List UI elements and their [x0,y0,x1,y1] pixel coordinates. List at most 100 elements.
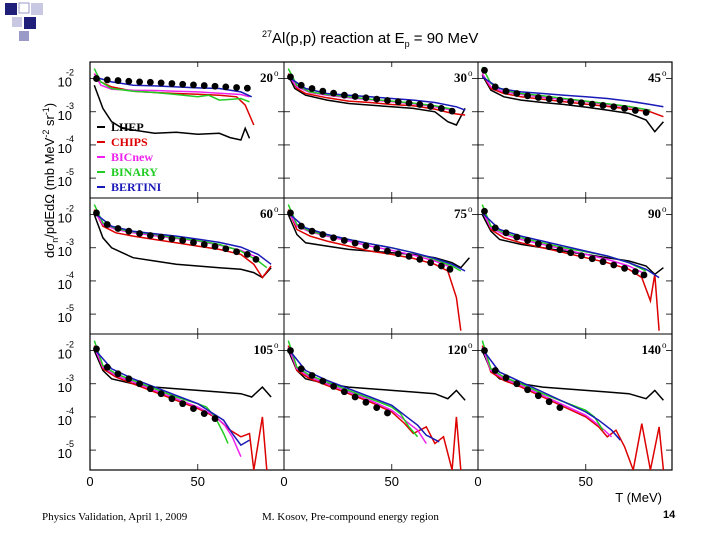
data-point [179,400,187,408]
data-point [93,345,100,353]
y-tick-label: 10 [58,310,72,325]
data-point [297,222,305,230]
slide-decoration [5,2,43,41]
data-point [287,209,294,217]
series-line-bicnew [481,210,647,275]
data-point [233,84,240,91]
data-point [308,85,316,92]
data-point [446,265,454,273]
data-point [319,87,327,95]
x-tick-label: 50 [385,474,399,489]
data-point [114,370,122,378]
data-point [211,243,219,250]
data-point [114,77,122,84]
data-point [136,78,143,86]
series-line-bertini [481,76,664,108]
series-line-bicnew [93,73,250,98]
y-tick-label: 10 [58,75,72,90]
data-point [513,233,521,241]
series-line-bertini [93,348,250,447]
data-point [200,241,208,248]
data-point [437,262,445,270]
panel-angle-degree: o [662,68,667,78]
data-point [103,363,111,371]
data-point [287,347,294,354]
y-tick-label: 10 [58,413,72,428]
data-point [405,252,413,260]
panel: 75 o [283,197,479,335]
data-point [146,232,154,239]
y-tick-exponent: -4 [66,134,74,144]
data-point [588,255,596,263]
data-point [394,98,402,106]
deco-square [5,3,17,15]
data-point [351,393,359,401]
data-point [362,94,370,102]
y-tick-label: 10 [58,174,72,189]
deco-square [31,3,43,15]
page-number: 14 [663,509,676,521]
y-axis-label-part: dσ [42,243,57,258]
series-line-lhep [287,74,466,126]
data-point [621,264,628,272]
data-point [200,82,208,89]
series-line-binary [93,68,250,103]
data-point [405,99,413,107]
series-line-binary [93,340,229,444]
y-tick-exponent: -4 [66,406,74,416]
data-point [524,237,531,244]
data-point [125,227,133,235]
data-point [556,246,564,254]
data-point [524,92,531,100]
data-point [157,233,165,241]
legend-label: BINARY [111,165,158,179]
data-point [567,98,575,105]
data-point [190,81,197,89]
data-point [168,80,176,87]
series-line-lhep [93,350,272,398]
data-point [373,95,381,103]
data-point [125,77,133,85]
data-point [233,248,240,256]
series-line-chips [93,73,255,126]
data-point [297,365,305,373]
data-point [416,101,424,108]
data-point [351,239,359,247]
y-tick-exponent: -5 [66,439,74,449]
y-tick-label: 10 [58,244,72,259]
data-point [93,209,100,217]
data-point [287,73,294,81]
y-tick-label: 10 [58,108,72,123]
panel: 105 o [89,333,285,471]
data-point [621,105,628,112]
data-point [157,79,165,87]
data-point [146,78,154,86]
panel-angle-degree: o [662,204,667,214]
y-tick-exponent: -2 [66,204,74,214]
data-point [610,261,618,269]
data-point [330,89,337,97]
panel: 45 o [477,61,673,199]
data-point [502,229,510,237]
y-tick-exponent: -5 [66,167,74,177]
data-point [588,100,596,108]
panel-angle-degree: o [662,340,667,350]
data-point [222,83,230,91]
data-point [640,271,648,279]
panel-angle-label: 45 [648,70,662,85]
data-point [567,249,575,257]
panel: 120 o [283,333,479,471]
data-point [534,392,542,400]
data-point [394,250,402,258]
data-point [491,83,499,91]
y-tick-label: 10 [58,446,72,461]
data-point [243,250,251,258]
legend-label: BERTINI [111,180,162,194]
data-point [168,395,176,403]
data-point [330,234,337,242]
data-point [631,107,639,114]
data-point [114,225,122,232]
series-line-bertini [93,212,272,265]
panel: 30 o [283,61,479,199]
